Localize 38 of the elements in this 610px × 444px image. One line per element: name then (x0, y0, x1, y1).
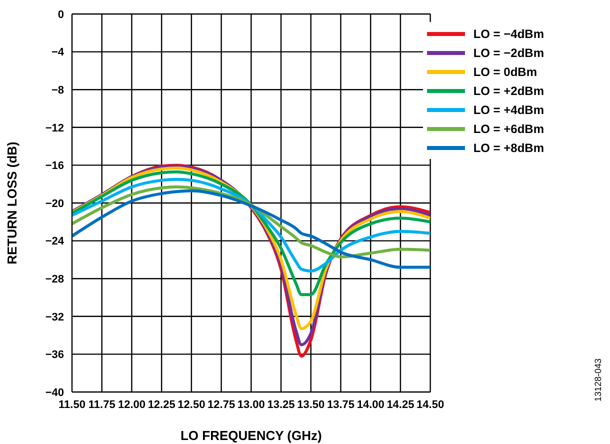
y-tick-label: −32 (45, 311, 64, 324)
y-tick-label: −28 (45, 274, 64, 286)
x-tick-label: 12.75 (208, 398, 236, 411)
y-tick-label: 0 (58, 8, 64, 21)
x-tick-label: 12.50 (178, 398, 206, 411)
x-axis-title: LO FREQUENCY (GHz) (180, 428, 322, 443)
x-tick-label: 13.00 (237, 398, 265, 411)
legend-label: LO = +4dBm (473, 102, 544, 116)
legend-label: LO = 0dBm (473, 64, 537, 78)
x-tick-label: 12.25 (148, 398, 176, 411)
x-tick-label: 13.50 (297, 398, 325, 411)
y-axis-title: RETURN LOSS (dB) (4, 142, 20, 264)
y-tick-label: −20 (45, 198, 64, 210)
x-tick-label: 11.50 (58, 398, 86, 411)
text: 13128-043 (593, 358, 603, 402)
y-tick-label: −40 (45, 386, 64, 399)
legend-label: LO = −2dBm (473, 46, 544, 60)
y-tick-label: −36 (45, 349, 64, 362)
x-tick-label: 14.25 (386, 398, 414, 411)
line-series (72, 185, 430, 258)
line-series (72, 189, 430, 269)
x-tick-label: 14.00 (356, 398, 384, 411)
x-tick-label: 13.25 (267, 398, 295, 411)
y-tick-label: −4 (51, 46, 65, 59)
y-tick-label: −16 (45, 160, 64, 172)
legend-label: LO = +6dBm (473, 122, 544, 136)
x-tick-label: 14.50 (416, 398, 444, 411)
line-series (72, 178, 430, 273)
x-tick-label: 11.75 (88, 398, 116, 411)
legend-label: LO = +2dBm (473, 84, 544, 98)
x-tick-label: 12.00 (118, 398, 146, 411)
line-series (72, 170, 430, 296)
y-tick-label: −24 (45, 236, 65, 248)
x-tick-label: 13.75 (326, 398, 354, 411)
y-tick-label: −8 (51, 84, 64, 97)
legend-label: LO = −4dBm (473, 26, 544, 40)
legend-label: LO = +8dBm (473, 140, 544, 154)
y-tick-label: −12 (45, 122, 64, 134)
